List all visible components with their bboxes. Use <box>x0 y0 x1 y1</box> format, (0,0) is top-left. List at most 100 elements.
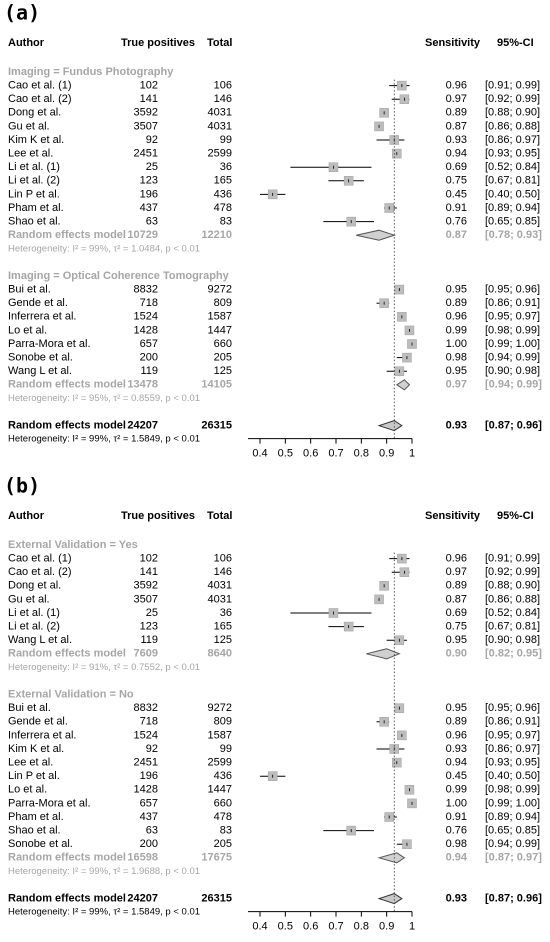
study-sensitivity: 0.87 <box>446 120 467 132</box>
study-author: Gu et al. <box>8 120 50 132</box>
study-author: Dong et al. <box>8 107 61 119</box>
study-total: 478 <box>214 202 232 214</box>
study-true-positives: 2451 <box>134 148 158 160</box>
study-true-positives: 657 <box>140 797 158 809</box>
panel-label: (b) <box>4 474 40 498</box>
study-ci: [0.93; 0.95] <box>485 757 540 769</box>
pooled-ci: [0.94; 0.99] <box>485 379 542 391</box>
heterogeneity: Heterogeneity: I² = 95%, τ² = 0.8559, p … <box>8 393 200 404</box>
x-tick-label: 0.4 <box>252 448 267 460</box>
study-total: 436 <box>214 188 232 200</box>
study-ci: [0.98; 0.99] <box>485 784 540 796</box>
study-author: Sonobe et al. <box>8 352 73 364</box>
study-ci: [0.91; 0.99] <box>485 553 540 565</box>
column-header: Sensitivity <box>425 37 481 49</box>
study-author: Lo et al. <box>8 324 47 336</box>
heterogeneity: Heterogeneity: I² = 99%, τ² = 1.0484, p … <box>8 243 200 254</box>
study-true-positives: 437 <box>140 811 158 823</box>
study-total: 165 <box>214 175 232 187</box>
study-author: Gende et al. <box>8 716 68 728</box>
x-tick-label: 1 <box>409 921 415 933</box>
study-author: Inferrera et al. <box>8 311 76 323</box>
study-author: Parra-Mora et al. <box>8 797 91 809</box>
study-ci: [0.65; 0.85] <box>485 216 540 228</box>
study-total: 660 <box>214 338 232 350</box>
study-ci: [0.90; 0.98] <box>485 365 540 377</box>
x-tick-label: 0.9 <box>379 921 394 933</box>
pooled-diamond <box>395 379 411 391</box>
study-ci: [0.99; 1.00] <box>485 797 540 809</box>
overall-total: 26315 <box>201 893 232 905</box>
study-sensitivity: 0.91 <box>446 811 467 823</box>
group-title: External Validation = No <box>8 689 134 701</box>
overall-true-positives: 24207 <box>127 420 158 432</box>
study-author: Gende et al. <box>8 297 68 309</box>
study-total: 146 <box>214 93 232 105</box>
study-ci: [0.95; 0.97] <box>485 311 540 323</box>
pooled-true-positives: 10729 <box>127 229 158 241</box>
study-author: Inferrera et al. <box>8 729 76 741</box>
study-sensitivity: 0.94 <box>446 757 467 769</box>
pooled-sensitivity: 0.87 <box>446 229 467 241</box>
study-author: Li et al. (2) <box>8 175 60 187</box>
study-author: Wang L et al. <box>8 634 72 646</box>
study-author: Kim K et al. <box>8 134 64 146</box>
study-total: 1447 <box>208 784 232 796</box>
column-header: Sensitivity <box>425 510 481 522</box>
study-sensitivity: 0.45 <box>446 770 467 782</box>
study-true-positives: 92 <box>146 743 158 755</box>
study-total: 83 <box>220 216 232 228</box>
pooled-total: 14105 <box>201 379 232 391</box>
study-sensitivity: 0.87 <box>446 593 467 605</box>
column-header: Total <box>207 37 232 49</box>
study-total: 165 <box>214 621 232 633</box>
study-true-positives: 123 <box>140 621 158 633</box>
study-true-positives: 3592 <box>134 580 158 592</box>
study-total: 205 <box>214 352 232 364</box>
study-ci: [0.93; 0.95] <box>485 148 540 160</box>
overall-sensitivity: 0.93 <box>446 420 467 432</box>
study-sensitivity: 0.69 <box>446 161 467 173</box>
study-sensitivity: 0.96 <box>446 553 467 565</box>
study-ci: [0.86; 0.88] <box>485 593 540 605</box>
study-total: 4031 <box>208 120 232 132</box>
pooled-true-positives: 7609 <box>134 648 158 660</box>
column-header: True positives <box>121 510 195 522</box>
pooled-diamond <box>377 420 403 432</box>
study-total: 1587 <box>208 311 232 323</box>
study-author: Lin P et al. <box>8 770 60 782</box>
study-ci: [0.95; 0.96] <box>485 284 540 296</box>
study-sensitivity: 0.75 <box>446 621 467 633</box>
study-true-positives: 718 <box>140 297 158 309</box>
study-true-positives: 63 <box>146 825 158 837</box>
study-author: Pham et al. <box>8 811 64 823</box>
study-ci: [0.91; 0.99] <box>485 80 540 92</box>
x-tick-label: 1 <box>409 448 415 460</box>
study-true-positives: 196 <box>140 770 158 782</box>
panel-label: (a) <box>4 1 40 25</box>
study-sensitivity: 0.89 <box>446 107 467 119</box>
pooled-diamond <box>356 229 396 241</box>
overall-total: 26315 <box>201 420 232 432</box>
study-author: Parra-Mora et al. <box>8 338 91 350</box>
pooled-ci: [0.78; 0.93] <box>485 229 542 241</box>
study-true-positives: 25 <box>146 607 158 619</box>
pooled-author: Random effects model <box>8 648 126 660</box>
study-total: 2599 <box>208 757 232 769</box>
study-true-positives: 119 <box>140 365 158 377</box>
study-ci: [0.92; 0.99] <box>485 93 540 105</box>
pooled-ci: [0.87; 0.97] <box>485 852 542 864</box>
pooled-total: 17675 <box>201 852 232 864</box>
study-true-positives: 1428 <box>134 784 158 796</box>
study-author: Cao et al. (2) <box>8 566 72 578</box>
study-sensitivity: 0.95 <box>446 365 467 377</box>
heterogeneity: Heterogeneity: I² = 99%, τ² = 1.5849, p … <box>8 907 200 918</box>
study-ci: [0.52; 0.84] <box>485 161 540 173</box>
pooled-sensitivity: 0.90 <box>446 648 467 660</box>
study-sensitivity: 0.95 <box>446 702 467 714</box>
study-total: 2599 <box>208 148 232 160</box>
study-sensitivity: 0.69 <box>446 607 467 619</box>
study-true-positives: 1524 <box>134 311 158 323</box>
pooled-true-positives: 13478 <box>127 379 158 391</box>
study-sensitivity: 0.97 <box>446 93 467 105</box>
